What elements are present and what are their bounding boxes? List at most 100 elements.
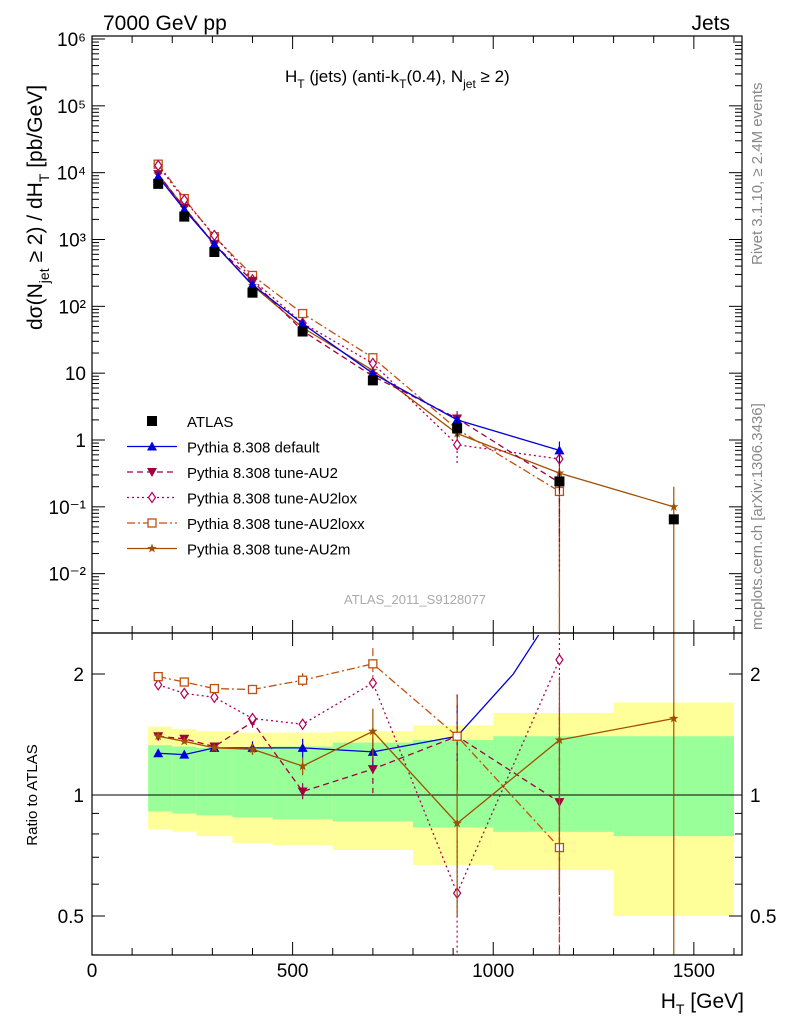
ratio-plot-frame [91,632,743,956]
x-tick-label: 0 [87,961,98,982]
analysis-watermark: ATLAS_2011_S9128077 [344,592,486,607]
rivet-version-label: Rivet 3.1.10, ≥ 2.4M events [749,83,766,266]
uncertainty-band-inner [493,736,614,832]
ratio-marker-au2lox [248,712,257,725]
main-marker-atlas [554,476,565,487]
legend-marker-au2m [147,543,157,553]
main-marker-au2m [669,501,679,511]
ratio-line-au2loxx [158,663,560,849]
legend-label-au2loxx: Pythia 8.308 tune-AU2loxx [187,516,365,533]
main-marker-default [153,171,164,181]
main-marker-atlas [452,423,463,434]
main-marker-default [452,414,463,424]
legend-marker-au2lox [147,491,157,504]
main-line-au2 [157,173,560,484]
main-marker-atlas [367,375,378,386]
uncertainty-band-inner [196,747,233,816]
x-axis-label: HT [GeV] [661,990,744,1017]
main-marker-au2loxx [297,308,308,319]
header-category: Jets [691,12,730,35]
ratio-y-tick-label-right: 2 [750,665,761,686]
ratio-marker-au2lox [298,718,307,731]
ratio-line-au2 [158,721,560,803]
main-y-tick-label: 10² [59,297,86,318]
main-y-tick-label: 10 [65,364,86,385]
main-y-tick-label: 10⁻² [49,565,87,586]
main-marker-au2lox [368,357,378,370]
ratio-marker-au2 [297,787,308,797]
ratio-marker-default [153,748,164,758]
x-tick-label: 1000 [472,961,514,982]
x-tick-label: 500 [277,961,309,982]
ratio-marker-au2lox [180,687,189,700]
ratio-marker-au2m [297,761,308,771]
ratio-marker-au2loxx [452,731,462,741]
ratio-marker-au2loxx [209,683,220,694]
legend-label-au2: Pythia 8.308 tune-AU2 [187,465,338,482]
main-y-tick-label: 10³ [59,231,86,252]
ratio-marker-au2m [247,744,258,754]
ratio-marker-au2m [368,726,378,736]
ratio-marker-au2m [554,735,565,745]
main-y-tick-label: 10⁴ [57,164,86,185]
ratio-y-tick-label-left: 0.5 [58,907,84,928]
ratio-y-tick-label-left: 2 [73,665,84,686]
main-line-au2m [157,174,674,508]
main-marker-atlas [297,326,308,337]
main-marker-default [179,204,190,214]
main-line-default [157,176,560,451]
ratio-marker-au2lox [210,691,219,704]
uncertainty-band-inner [232,747,273,818]
main-marker-au2lox [452,438,462,451]
x-tick-label: 1500 [673,961,715,982]
main-plot-title: HT (jets) (anti-kT(0.4), Njet ≥ 2) [285,67,510,91]
ratio-marker-au2lox [555,653,564,666]
mcplots-label: mcplots.cern.ch [arXiv:1306.3436] [749,403,766,630]
ratio-marker-default [179,749,190,759]
legend-label-atlas: ATLAS [187,414,233,431]
ratio-y-axis-label: Ratio to ATLAS [24,744,41,845]
main-marker-default [297,318,308,328]
ratio-y-tick-label-left: 1 [73,786,84,807]
ratio-y-tick-label-right: 1 [750,786,761,807]
legend-label-au2lox: Pythia 8.308 tune-AU2lox [187,491,358,508]
legend-marker-au2loxx [147,518,157,528]
ratio-marker-au2loxx [297,675,308,685]
ratio-marker-au2loxx [368,659,378,669]
main-marker-atlas [668,514,679,525]
ratio-marker-au2lox [153,678,163,691]
ratio-y-tick-label-right: 0.5 [750,907,776,928]
main-marker-default [367,368,378,378]
ratio-marker-au2lox [368,676,378,690]
main-marker-atlas [209,247,220,258]
header-energy: 7000 GeV pp [103,12,227,35]
main-y-tick-label: 1 [75,431,86,452]
legend: ATLAS Pythia 8.308 default Pythia 8.308 tu… [127,414,365,559]
main-y-axis-label: dσ(Njet ≥ 2) / dHT [pb/GeV] [24,85,52,330]
ratio-line-au2lox [158,659,561,895]
ratio-marker-au2loxx [247,684,258,695]
ratio-marker-au2loxx [179,677,189,687]
uncertainty-band-inner [412,740,494,828]
legend-label-default: Pythia 8.308 default [187,440,320,457]
ratio-marker-au2m [669,713,679,723]
main-marker-default [209,239,220,249]
ratio-marker-au2m [153,731,163,741]
ratio-marker-au2m [452,818,462,828]
ratio-marker-au2m [179,736,189,746]
main-marker-atlas [153,178,164,189]
ratio-marker-au2 [367,765,378,775]
ratio-marker-default [297,742,308,752]
main-y-tick-label: 10⁶ [57,30,86,51]
ratio-marker-au2loxx [153,671,163,682]
ratio-marker-au2m [209,742,220,752]
legend-label-au2m: Pythia 8.308 tune-AU2m [187,542,350,559]
legend-marker-atlas [147,416,157,426]
main-marker-default [247,279,258,289]
legend-marker-au2 [147,468,157,477]
main-marker-atlas [247,287,258,298]
main-marker-default [554,445,565,455]
main-line-au2lox [157,165,560,460]
main-marker-atlas [179,211,190,222]
